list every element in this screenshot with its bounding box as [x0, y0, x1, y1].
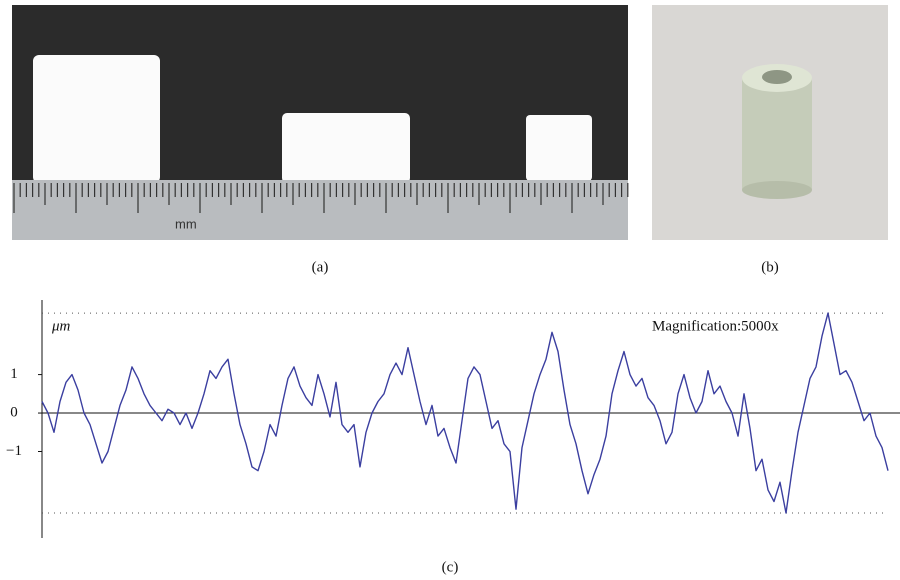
y-tick-label: 0 [10, 404, 18, 420]
annotation: Magnification:5000x [652, 318, 779, 334]
y-axis-label: μm [51, 318, 71, 334]
photo-b [652, 5, 888, 240]
y-tick-label: 1 [10, 366, 18, 382]
sample-large [33, 55, 160, 183]
profile-line [41, 312, 889, 514]
panel-label: (c) [442, 559, 459, 575]
ruler-ticks [13, 183, 629, 213]
profile-chart: 1 0 −1 μm Magnification:5000x [6, 300, 900, 538]
ruler-unit: mm [175, 216, 197, 231]
ruler [12, 180, 628, 240]
cylinder-body [742, 78, 812, 190]
sample-medium [282, 113, 410, 183]
cylinder-base [742, 181, 812, 199]
panel-label: (b) [761, 259, 779, 275]
y-tick-label: −1 [6, 443, 22, 459]
panel-label: (a) [312, 259, 329, 275]
sample-small [526, 115, 592, 181]
photo-a: mm [12, 5, 629, 240]
cylinder-hole [762, 70, 792, 84]
